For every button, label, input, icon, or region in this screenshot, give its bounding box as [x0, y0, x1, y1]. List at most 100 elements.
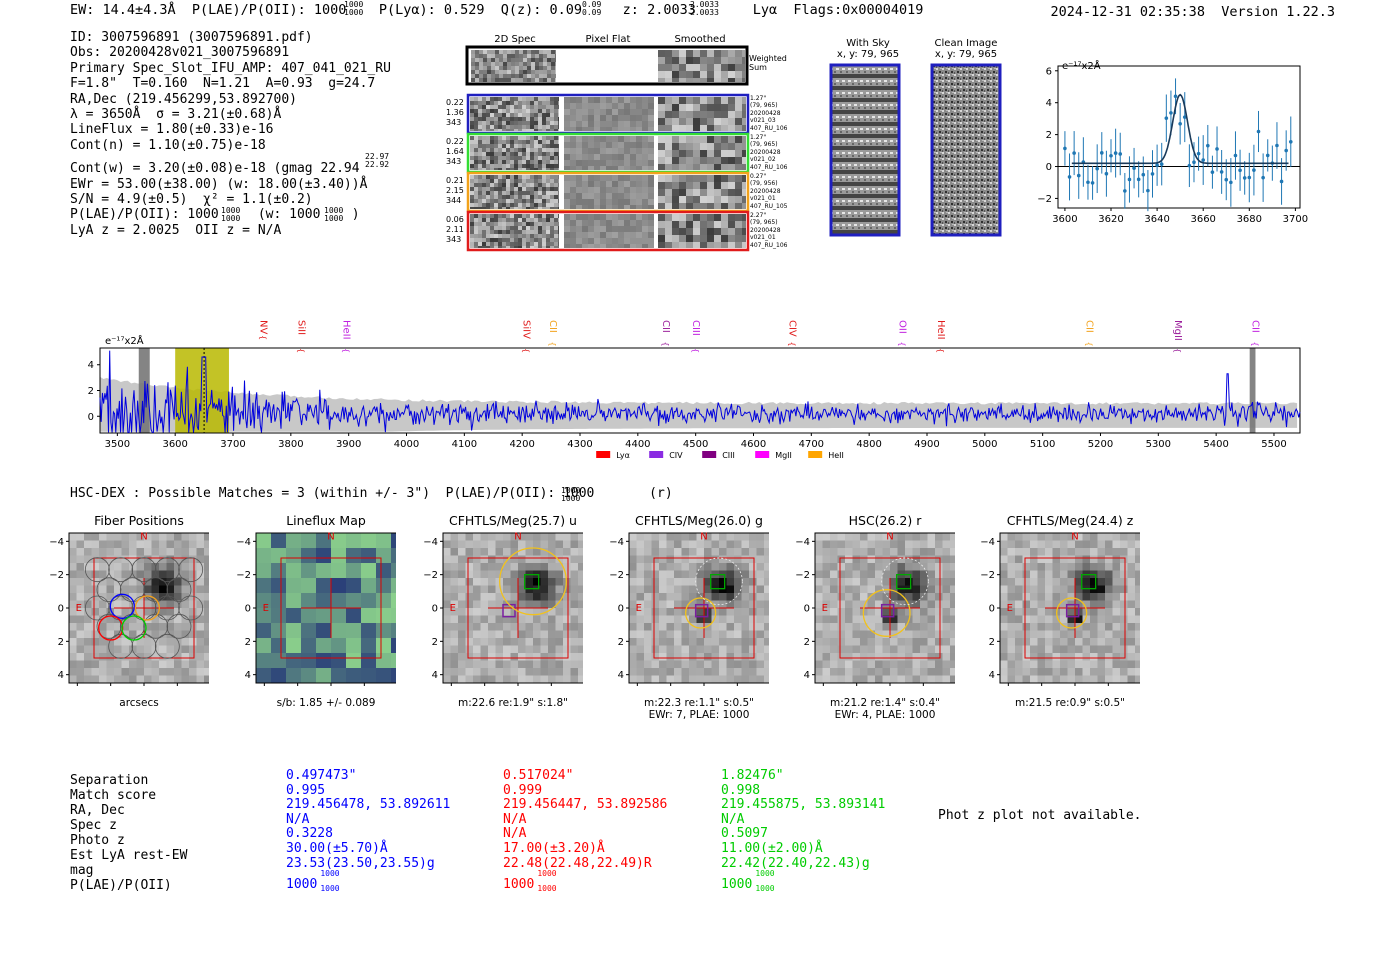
noise-pixel	[470, 207, 474, 209]
pixel	[76, 660, 85, 669]
pixel	[822, 585, 831, 594]
pixel	[391, 548, 396, 564]
pixel	[741, 675, 750, 684]
noise-pixel	[642, 199, 648, 205]
noise-pixel	[478, 234, 482, 238]
noise-pixel	[648, 121, 654, 127]
full-xtick-label: 4000	[394, 439, 419, 450]
pixel	[749, 593, 757, 601]
pixel	[204, 630, 209, 639]
pixel	[204, 548, 209, 556]
noise-pixel	[490, 199, 494, 203]
pixel	[636, 675, 645, 684]
pixel	[204, 638, 209, 646]
pixel	[458, 540, 466, 549]
pixel	[76, 608, 85, 616]
noise-pixel	[515, 58, 519, 62]
noise-pixel	[546, 136, 550, 140]
noise-pixel	[518, 242, 522, 246]
pixel	[734, 675, 742, 684]
full-ytick-label: 0	[88, 412, 94, 423]
noise-pixel	[642, 103, 648, 109]
pixel	[920, 630, 928, 639]
noise-pixel	[518, 101, 522, 105]
pixel	[563, 593, 571, 601]
pixel	[942, 660, 951, 669]
pixel	[696, 638, 705, 646]
pixel	[1045, 570, 1053, 579]
noise-pixel	[506, 195, 510, 199]
noise-pixel	[630, 109, 636, 115]
pixel	[860, 600, 868, 609]
noise-pixel	[721, 78, 728, 82]
noise-pixel	[474, 195, 478, 199]
data-point	[1182, 115, 1187, 119]
noise-pixel	[742, 57, 745, 64]
noise-pixel	[648, 181, 654, 187]
noise-pixel	[551, 58, 555, 62]
pixel	[875, 563, 883, 571]
noise-pixel	[478, 105, 482, 109]
pixel	[882, 570, 891, 579]
pixel	[749, 585, 757, 594]
noise-pixel	[535, 66, 539, 70]
thumb-title: CFHTLS/Meg(25.7) u	[449, 513, 577, 528]
pixel	[651, 585, 660, 594]
noise-pixel	[624, 181, 630, 187]
noise-pixel	[600, 220, 606, 226]
pixel	[875, 600, 883, 609]
match-value: 22.48(22.48,22.49)R	[503, 855, 652, 871]
pixel	[764, 608, 769, 616]
noise-pixel	[658, 242, 665, 248]
pixel	[719, 615, 727, 624]
pixel	[629, 593, 637, 601]
pixel	[204, 563, 209, 571]
noise-pixel	[535, 54, 539, 58]
info-line: Primary Spec_Slot_IFU_AMP: 407_041_021_R…	[70, 60, 391, 76]
pixel	[950, 563, 955, 571]
pixel	[174, 548, 182, 556]
col-header-2dspec: 2D Spec	[494, 34, 536, 45]
noise-pixel	[665, 136, 672, 143]
noise-pixel	[624, 193, 630, 199]
noise-pixel	[546, 144, 550, 148]
pixel	[942, 638, 951, 646]
row-info: v021_01	[750, 195, 776, 203]
noise-pixel	[474, 117, 478, 121]
noise-pixel	[550, 214, 554, 218]
row-info: 20200428	[750, 226, 781, 234]
pixel	[196, 578, 205, 586]
pixel	[480, 630, 489, 639]
pixel	[942, 593, 951, 601]
pixel	[114, 653, 122, 661]
pixel	[144, 608, 152, 616]
noise-pixel	[582, 205, 588, 209]
pixel	[1000, 630, 1008, 639]
pixel	[636, 540, 645, 549]
noise-pixel	[550, 199, 554, 203]
pixel	[151, 668, 160, 676]
pixel	[1097, 645, 1106, 654]
data-point	[1136, 177, 1141, 182]
noise-pixel	[686, 125, 693, 131]
noise-pixel	[648, 199, 654, 205]
noise-pixel	[735, 242, 742, 248]
pixel	[76, 540, 85, 549]
pixel	[69, 600, 77, 609]
noise-pixel	[588, 193, 594, 199]
pixel	[114, 668, 122, 676]
noise-pixel	[543, 54, 547, 58]
noise-pixel	[707, 71, 714, 78]
noise-pixel	[600, 148, 606, 154]
pixel	[473, 660, 481, 669]
pixel	[636, 593, 645, 601]
thumb-title: Fiber Positions	[94, 513, 184, 528]
noise-pixel	[570, 103, 576, 109]
pixel	[644, 578, 652, 586]
noise-pixel	[542, 117, 546, 121]
pixel	[852, 638, 861, 646]
noise-pixel	[665, 150, 672, 157]
pixel	[346, 623, 362, 639]
noise-pixel	[486, 129, 490, 131]
noise-pixel	[693, 182, 700, 189]
